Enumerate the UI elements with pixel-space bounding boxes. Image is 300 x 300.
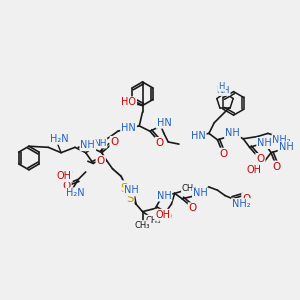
Text: HN: HN (157, 118, 171, 128)
Text: HO: HO (121, 97, 136, 107)
Text: NH: NH (124, 185, 139, 195)
Text: OH: OH (246, 165, 261, 175)
Text: S: S (126, 192, 133, 205)
Text: CH₃: CH₃ (135, 221, 150, 230)
Text: OH: OH (155, 210, 170, 220)
Text: HN: HN (191, 130, 206, 140)
Text: NH: NH (193, 188, 208, 198)
Text: O: O (256, 154, 265, 164)
Text: CH₃: CH₃ (146, 216, 161, 225)
Text: NH: NH (157, 190, 171, 200)
Text: O: O (163, 212, 171, 222)
Text: OH: OH (57, 171, 72, 181)
Text: NH: NH (216, 86, 230, 95)
Text: H: H (219, 82, 225, 91)
Text: H₂N: H₂N (50, 134, 68, 144)
Text: O: O (110, 137, 119, 147)
Text: NH: NH (225, 128, 240, 138)
Text: NH₂: NH₂ (232, 199, 250, 209)
Text: O: O (220, 149, 228, 159)
Text: H₂N: H₂N (66, 188, 84, 198)
Text: NH: NH (80, 140, 95, 150)
Text: O: O (155, 138, 164, 148)
Text: NH: NH (279, 142, 293, 152)
Text: NH: NH (257, 138, 272, 148)
Text: HN: HN (121, 123, 136, 133)
Text: O: O (62, 181, 70, 191)
Text: O: O (189, 203, 197, 213)
Text: O: O (97, 156, 105, 166)
Text: O: O (242, 194, 250, 204)
Text: CH₃: CH₃ (182, 184, 197, 193)
Text: NH: NH (93, 139, 106, 148)
Text: O: O (272, 162, 281, 172)
Text: NH₂: NH₂ (272, 135, 291, 145)
Text: S: S (121, 182, 128, 194)
